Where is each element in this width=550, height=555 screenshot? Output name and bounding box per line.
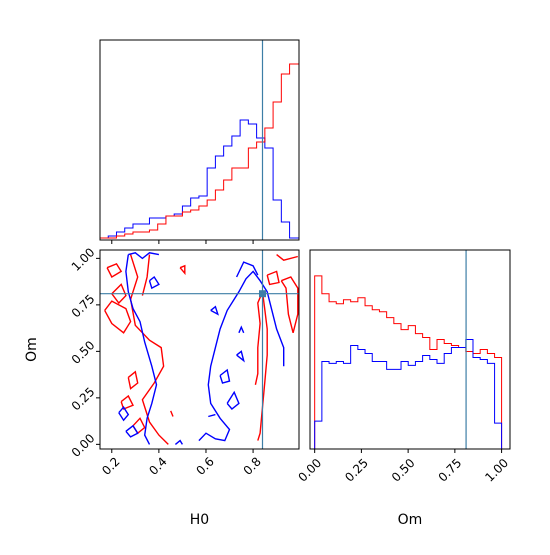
contour-series-b-0 [125,254,158,445]
contour-series-a-0 [106,263,123,278]
x-tick-label: 0.2 [99,454,122,477]
x-tick-label: 0.75 [436,456,465,485]
contour-series-b-2 [148,275,160,290]
contour-series-b-1 [128,252,160,260]
contour-series-a-5 [127,370,139,390]
h0-histogram-series-b [99,119,300,240]
contour-series-a-7 [132,417,146,435]
om-marginal-panel: 0.00 0.25 0.50 0.75 1.00 Om [295,249,511,528]
contour-series-b-8 [210,305,219,316]
contour-series-b-4 [125,424,139,438]
contour-series-a-13 [266,270,280,286]
contour-series-a-12 [280,276,299,333]
x-axis-label: Om [398,512,423,528]
contour-series-b-3 [118,406,130,422]
x-tick-label: 0.8 [241,454,264,477]
contour-series-a-10 [254,289,268,441]
y-tick-label: 0.75 [69,292,98,321]
contour-series-b-5 [174,439,183,445]
x-tick-label: 0.25 [342,456,371,485]
contour-series-a-4 [141,254,151,296]
y-tick-label: 0.00 [69,431,98,460]
contour-series-b-11 [226,390,240,410]
contour-series-a-9 [179,264,186,276]
joint-contours [104,252,299,445]
x-tick-label: 0.50 [389,456,418,485]
x-tick-label: 1.00 [482,456,511,485]
y-tick-label: 0.50 [69,338,98,367]
y-axis-label: Om [24,337,40,362]
h0-marginal-panel [99,39,300,244]
contour-series-a-2 [104,300,132,334]
contour-series-b-12 [208,413,216,418]
h0-histogram-series-a [99,60,300,240]
x-tick-label: 0.00 [295,456,324,485]
truth-marker [258,290,266,298]
x-axis-label: H0 [190,512,209,528]
contour-series-a-3 [129,254,169,445]
contour-series-b-6 [198,270,285,442]
x-tick-label: 0.6 [193,454,216,477]
contour-series-b-10 [236,350,245,363]
contour-series-b-7 [235,261,259,278]
h0-marginal-frame [99,39,300,241]
contour-series-a-8 [170,410,174,417]
om-histogram-series-b [314,339,503,449]
contour-series-b-13 [238,325,245,334]
joint-frame [99,249,300,450]
x-tick-label: 0.4 [146,454,169,477]
contour-series-a-6 [120,394,134,410]
om-marginal-frame [309,249,511,450]
h0-om-joint-panel: 0.2 0.4 0.6 0.8 0.00 0.25 0.50 0.75 1.00 H0 Om [24,245,300,528]
contour-series-a-1 [111,283,127,305]
y-tick-label: 1.00 [69,245,98,274]
contour-series-a-11 [276,254,298,261]
y-tick-label: 0.25 [69,385,98,414]
contour-series-b-9 [219,368,231,384]
